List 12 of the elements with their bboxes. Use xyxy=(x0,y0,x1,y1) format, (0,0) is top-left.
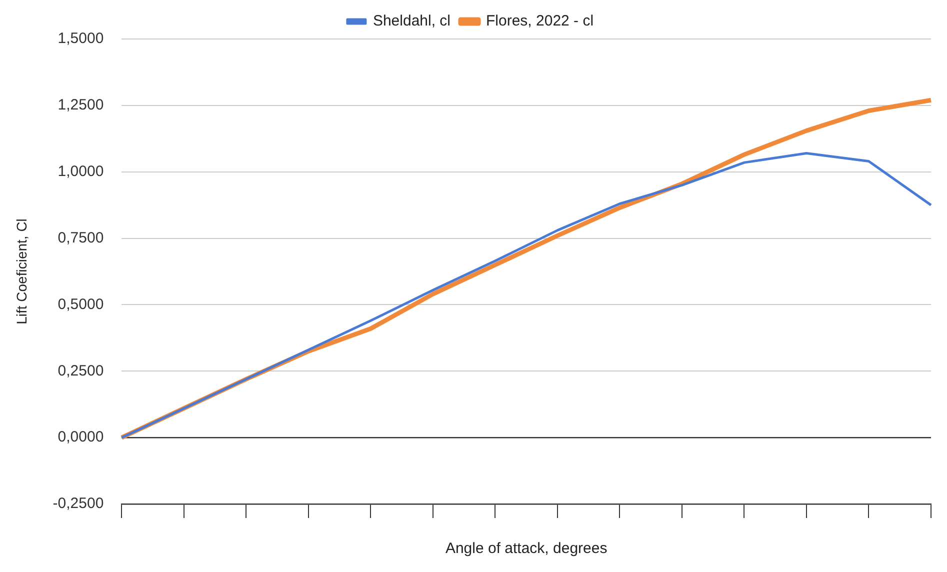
y-tick-label: 0,7500 xyxy=(58,229,104,246)
legend-label: Sheldahl, cl xyxy=(372,12,451,30)
legend-label: Flores, 2022 - cl xyxy=(486,12,594,30)
y-tick-label: 1,5000 xyxy=(58,30,104,48)
y-tick-label: 0,2500 xyxy=(58,362,104,380)
y-tick-label: 1,0000 xyxy=(58,163,104,180)
y-tick-label: 0,0000 xyxy=(58,428,104,446)
y-tick-label: 0,5000 xyxy=(58,296,104,313)
x-axis-title: Angle of attack, degrees xyxy=(445,540,608,558)
y-axis-title: Lift Coeficient, Cl xyxy=(13,218,30,324)
y-tick-label: -0,2500 xyxy=(52,495,104,512)
y-tick-label: 1,2500 xyxy=(58,96,104,114)
